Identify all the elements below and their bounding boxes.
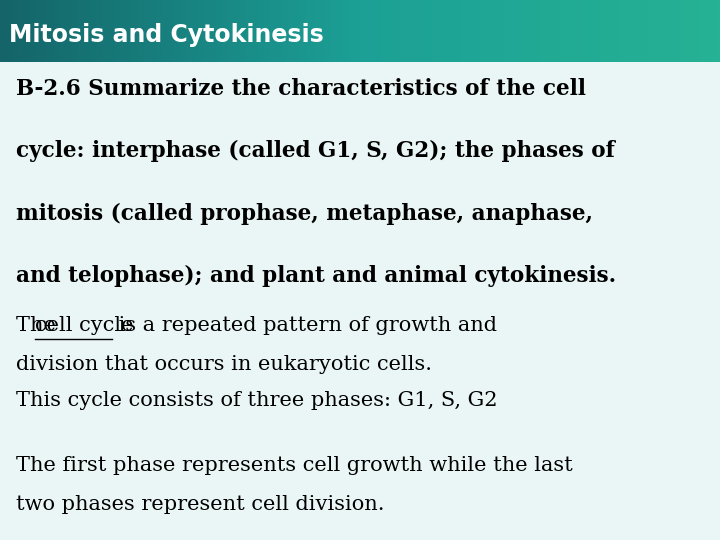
Text: The first phase represents cell growth while the last: The first phase represents cell growth w…	[16, 456, 572, 475]
Text: The: The	[16, 316, 63, 335]
Text: division that occurs in eukaryotic cells.: division that occurs in eukaryotic cells…	[16, 355, 432, 374]
Text: This cycle consists of three phases: G1, S, G2: This cycle consists of three phases: G1,…	[16, 392, 498, 410]
Text: cycle: interphase (called G1, S, G2); the phases of: cycle: interphase (called G1, S, G2); th…	[16, 140, 615, 163]
Text: cell cycle: cell cycle	[35, 316, 133, 335]
Text: and telophase); and plant and animal cytokinesis.: and telophase); and plant and animal cyt…	[16, 265, 616, 287]
Text: two phases represent cell division.: two phases represent cell division.	[16, 495, 384, 514]
Text: Mitosis and Cytokinesis: Mitosis and Cytokinesis	[9, 23, 323, 47]
Text: is a repeated pattern of growth and: is a repeated pattern of growth and	[112, 316, 498, 335]
Text: mitosis (called prophase, metaphase, anaphase,: mitosis (called prophase, metaphase, ana…	[16, 202, 593, 225]
Text: B-2.6 Summarize the characteristics of the cell: B-2.6 Summarize the characteristics of t…	[16, 78, 585, 100]
